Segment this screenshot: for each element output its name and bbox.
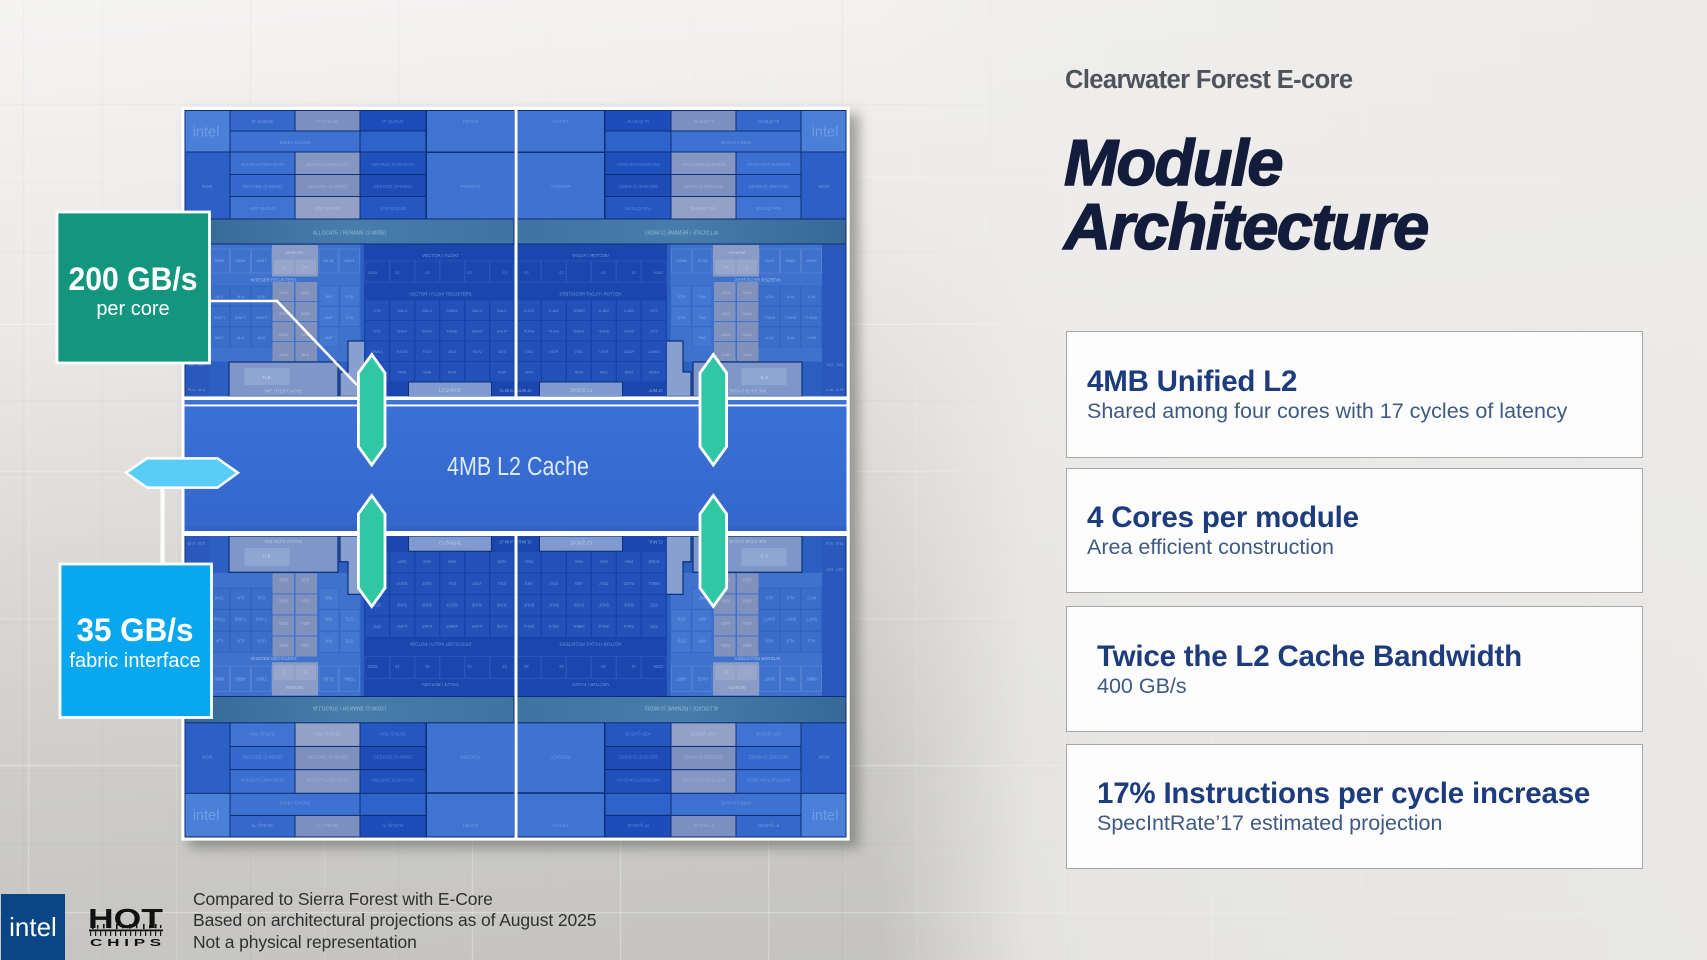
svg-text:intel: intel xyxy=(9,912,57,942)
svg-text:intel: intel xyxy=(812,808,839,824)
svg-text:HOT: HOT xyxy=(88,903,163,934)
svg-text:35 GB/s: 35 GB/s xyxy=(77,612,194,648)
svg-text:4MB L2 Cache: 4MB L2 Cache xyxy=(447,453,589,481)
svg-text:per core: per core xyxy=(96,298,169,320)
svg-text:intel: intel xyxy=(193,125,220,141)
svg-text:C H I P S: C H I P S xyxy=(90,937,161,949)
svg-text:fabric interface: fabric interface xyxy=(69,650,200,672)
svg-text:intel: intel xyxy=(812,125,839,141)
svg-text:200 GB/s: 200 GB/s xyxy=(69,261,198,297)
svg-text:intel: intel xyxy=(193,808,220,824)
